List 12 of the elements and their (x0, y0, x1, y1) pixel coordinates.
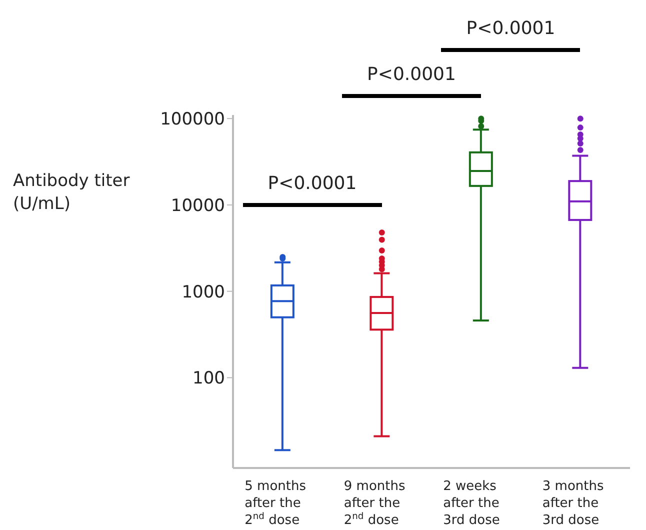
text: P<0.0001 (465, 18, 556, 39)
x-tick-label: 5 months after the 2$^{nd}$ dose (244, 479, 306, 528)
y-tick-label: 100 (192, 368, 225, 389)
x-tick-label: 2 weeks after the 3rd dose (443, 479, 500, 528)
x-tick-label: 3 months after the 3rd dose (542, 479, 604, 528)
y-axis-title: Antibody titer (U/mL) (13, 170, 130, 216)
text: P<0.0001 (366, 64, 457, 85)
x-tick-label: 9 months after the 2$^{nd}$ dose (344, 479, 406, 528)
y-tick-label: 10000 (170, 196, 225, 216)
y-tick-label: 100000 (160, 110, 225, 130)
y-tick-label: 1000 (182, 282, 225, 302)
annotation: P<0.0001 (266, 173, 358, 194)
